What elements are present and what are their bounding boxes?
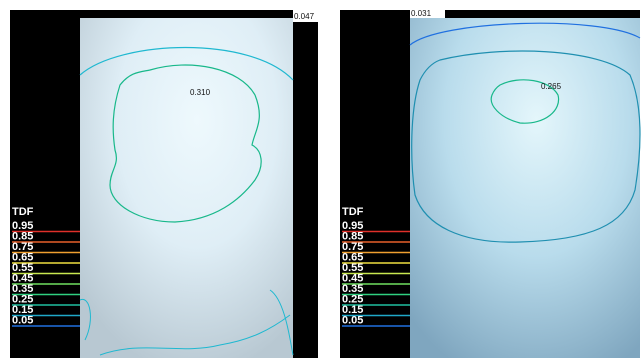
legend-title: TDF — [342, 206, 364, 218]
panel-left: 0.047 0.310 TDF0.950.850.750.650.550.450… — [10, 10, 318, 358]
contour-label: 0.265 — [541, 82, 562, 91]
corner-label: 0.031 — [411, 9, 432, 18]
legend-title: TDF — [12, 206, 34, 218]
panel-right: 0.031 0.265 TDF0.950.850.750.650.550.450… — [340, 9, 640, 358]
contour-label: 0.310 — [190, 88, 211, 97]
legend-label: 0.05 — [12, 314, 33, 326]
image — [410, 18, 640, 358]
image — [80, 18, 293, 358]
legend-label: 0.05 — [342, 314, 363, 326]
screenshot: 0.047 0.310 TDF0.950.850.750.650.550.450… — [0, 0, 643, 358]
corner-label: 0.047 — [294, 12, 315, 21]
